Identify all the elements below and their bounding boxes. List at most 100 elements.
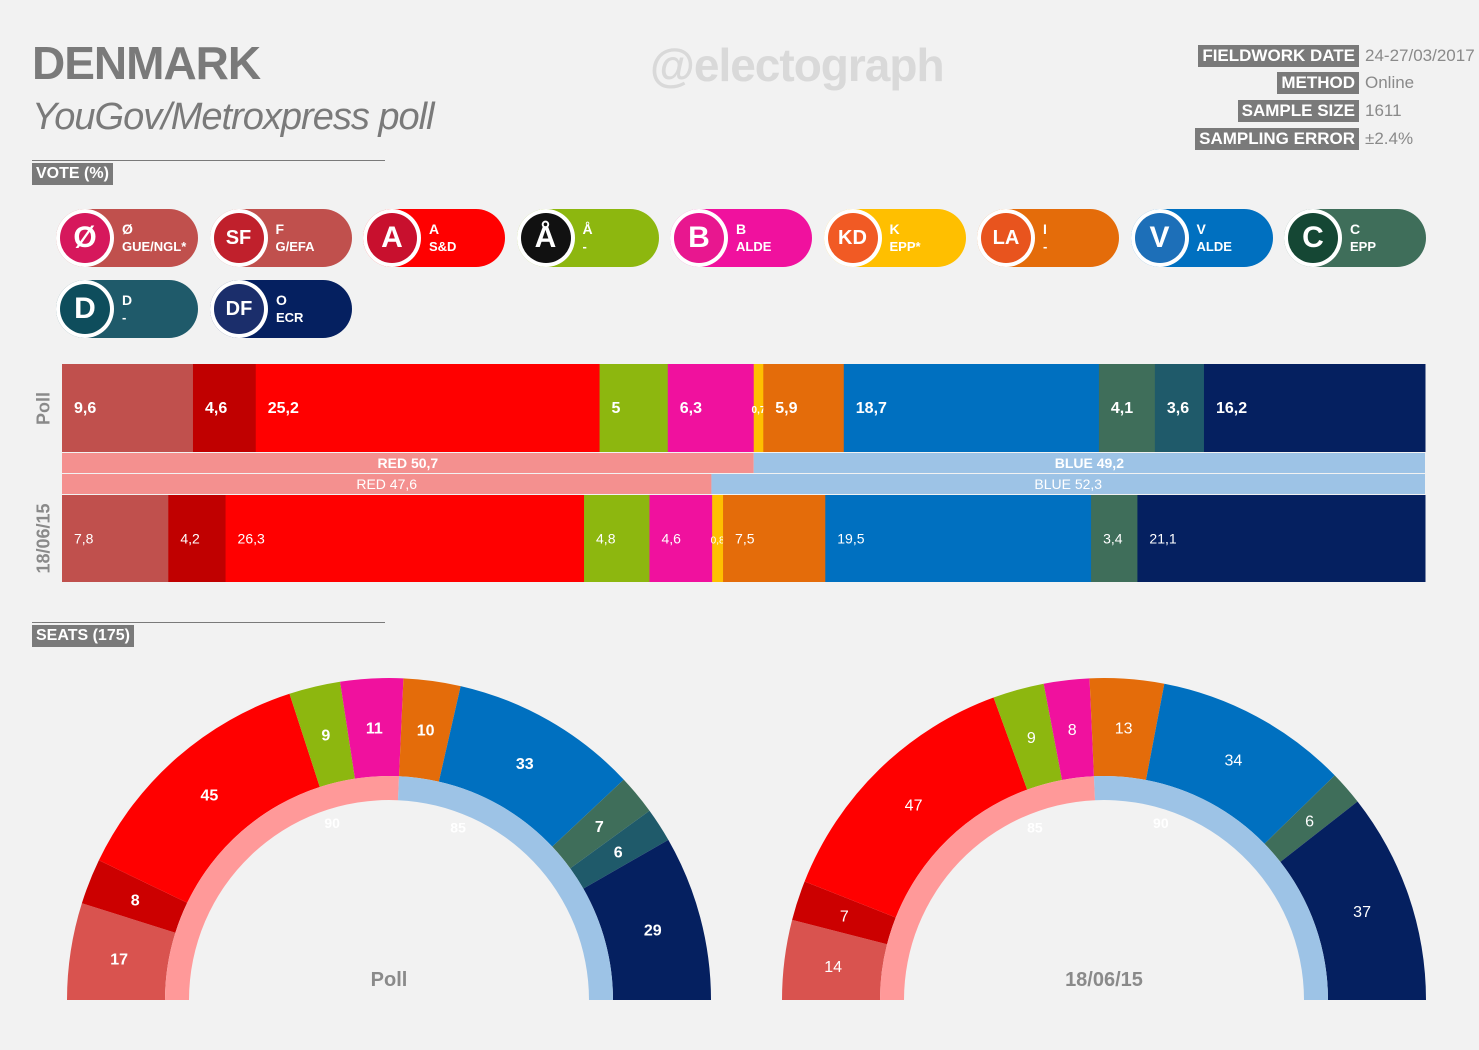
bar-segment bbox=[825, 495, 1092, 582]
bloc-bar-red bbox=[62, 453, 754, 473]
seat-label: 6 bbox=[614, 845, 623, 862]
legend-item-c: C C EPP bbox=[1284, 209, 1426, 267]
party-logo-icon: C bbox=[1284, 209, 1342, 267]
meta-value: 24-27/03/2017 bbox=[1365, 46, 1475, 65]
bar-label: 6,3 bbox=[680, 400, 702, 417]
party-letter: C bbox=[1350, 221, 1361, 237]
bar-label: 9,6 bbox=[74, 400, 96, 417]
seat-segment bbox=[1280, 801, 1426, 1000]
meta-label: METHOD bbox=[1277, 72, 1359, 94]
party-group: ALDE bbox=[1196, 239, 1232, 254]
bar-label: 25,2 bbox=[268, 400, 299, 417]
bar-label: 4,2 bbox=[180, 531, 200, 547]
meta-method: METHOD Online bbox=[1277, 72, 1414, 94]
bar-label: 19,5 bbox=[837, 531, 864, 547]
vote-section-label: VOTE (%) bbox=[32, 163, 113, 185]
party-logo-icon: LA bbox=[977, 209, 1035, 267]
bar-segment bbox=[62, 495, 169, 582]
party-logo-icon: A bbox=[363, 209, 421, 267]
party-logo-icon: Ø bbox=[56, 209, 114, 267]
party-group: GUE/NGL* bbox=[122, 239, 187, 254]
seat-segment bbox=[81, 860, 188, 933]
seat-segment bbox=[1264, 775, 1358, 862]
bloc-segment-blue bbox=[1093, 776, 1328, 1000]
party-letter: F bbox=[275, 221, 285, 237]
meta-value: Online bbox=[1365, 73, 1415, 92]
bar-segment bbox=[1203, 364, 1426, 452]
party-logo-icon: KD bbox=[823, 209, 882, 267]
seat-segment bbox=[1089, 678, 1165, 780]
bar-label: 7,8 bbox=[74, 531, 94, 547]
party-group: - bbox=[1043, 239, 1048, 254]
party-letter: B bbox=[736, 221, 747, 237]
bar-segment bbox=[1137, 495, 1426, 582]
hemicycle-title: Poll bbox=[371, 969, 408, 991]
bar-label: 0,8 bbox=[711, 536, 725, 547]
bar-segment bbox=[753, 364, 764, 452]
meta-fieldwork: FIELDWORK DATE 24-27/03/2017 bbox=[1198, 45, 1475, 67]
bloc-segment-red bbox=[165, 776, 400, 1000]
seat-label: 14 bbox=[824, 959, 842, 976]
bar-segment bbox=[723, 495, 826, 582]
bloc-segment-blue bbox=[397, 776, 613, 1000]
bar-segment bbox=[763, 364, 845, 452]
meta-value: 1611 bbox=[1365, 101, 1402, 120]
meta-label: FIELDWORK DATE bbox=[1198, 45, 1359, 67]
party-letter: K bbox=[889, 221, 900, 237]
legend-item-ø: Ø Ø GUE/NGL* bbox=[56, 209, 198, 267]
seat-segment bbox=[438, 686, 624, 847]
party-letter: Å bbox=[582, 221, 593, 237]
seat-label: 34 bbox=[1224, 753, 1242, 770]
party-logo-icon: SF bbox=[209, 209, 268, 267]
party-group: ALDE bbox=[736, 239, 772, 254]
seat-label: 7 bbox=[840, 909, 849, 926]
divider bbox=[32, 622, 385, 623]
party-letter: Ø bbox=[122, 221, 133, 237]
seat-segment bbox=[1145, 683, 1335, 844]
legend-item-i: LA I - bbox=[977, 209, 1119, 267]
seat-segment bbox=[399, 678, 461, 782]
bar-label: 3,6 bbox=[1167, 400, 1189, 417]
bar-label: 5,9 bbox=[775, 400, 797, 417]
party-logo-icon: Å bbox=[516, 209, 575, 267]
party-group: ECR bbox=[276, 310, 304, 325]
party-letter: O bbox=[276, 292, 287, 308]
party-letter: A bbox=[429, 221, 440, 237]
party-group: S&D bbox=[429, 239, 457, 254]
legend-item-f: SF F G/EFA bbox=[209, 209, 352, 267]
page-title: DENMARK bbox=[32, 37, 261, 89]
divider bbox=[32, 160, 385, 161]
bar-segment bbox=[225, 495, 585, 582]
seat-label: 8 bbox=[1068, 722, 1077, 739]
party-letter: D bbox=[122, 292, 133, 308]
seat-label: 9 bbox=[321, 727, 330, 744]
bar-label: 7,5 bbox=[735, 531, 755, 547]
party-group: - bbox=[122, 310, 127, 325]
seat-segment bbox=[1043, 678, 1094, 780]
bar-label: 21,1 bbox=[1149, 531, 1176, 547]
party-group: - bbox=[582, 239, 587, 254]
meta-sampling-error: SAMPLING ERROR ±2.4% bbox=[1195, 128, 1413, 150]
seat-segment bbox=[993, 683, 1063, 790]
party-letter: V bbox=[1196, 221, 1206, 237]
vote-bar-chart: 9,6 4,6 25,2 5 6,3 0,7 5,9 18,7 4,1 3,6 16,2 7,8 4,2… bbox=[62, 364, 1426, 582]
seat-label: 11 bbox=[366, 720, 383, 737]
meta-label: SAMPLE SIZE bbox=[1237, 100, 1359, 122]
bar-segment bbox=[712, 495, 724, 582]
bloc-label-blue: BLUE 49,2 bbox=[1055, 455, 1124, 471]
seat-label: 45 bbox=[200, 787, 218, 804]
party-letter: I bbox=[1043, 221, 1047, 237]
seat-label: 7 bbox=[595, 819, 604, 836]
bar-segment bbox=[192, 364, 257, 452]
seat-segment bbox=[340, 678, 404, 779]
party-logo-icon: V bbox=[1130, 209, 1189, 267]
bar-segment bbox=[584, 495, 650, 582]
bar-label: 4,6 bbox=[205, 400, 227, 417]
seat-segment bbox=[804, 697, 1028, 918]
seat-segment bbox=[67, 903, 176, 1000]
bar-segment bbox=[843, 364, 1100, 452]
legend-item-v: V V ALDE bbox=[1130, 209, 1273, 267]
bloc-label-red: RED 50,7 bbox=[378, 455, 439, 471]
